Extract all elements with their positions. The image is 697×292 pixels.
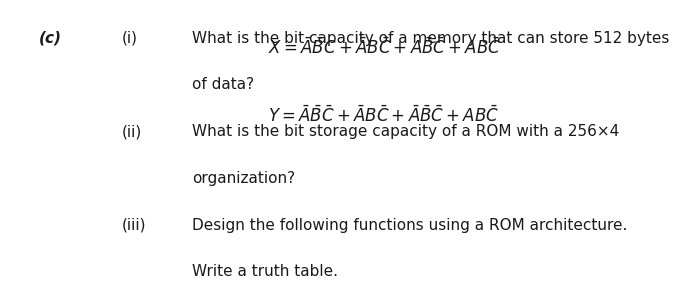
Text: $Y = \bar{A}\bar{B}\bar{C} + \bar{A}B\bar{C} + \bar{A}\bar{B}\bar{C} + AB\bar{C}: $Y = \bar{A}\bar{B}\bar{C} + \bar{A}B\ba…	[268, 105, 500, 126]
Text: (c): (c)	[38, 31, 61, 46]
Text: (ii): (ii)	[122, 124, 142, 139]
Text: Design the following functions using a ROM architecture.: Design the following functions using a R…	[192, 218, 627, 232]
Text: Write a truth table.: Write a truth table.	[192, 264, 337, 279]
Text: What is the bit capacity of a memory that can store 512 bytes: What is the bit capacity of a memory tha…	[192, 31, 669, 46]
Text: organization?: organization?	[192, 171, 295, 186]
Text: of data?: of data?	[192, 77, 254, 92]
Text: (i): (i)	[122, 31, 138, 46]
Text: (iii): (iii)	[122, 218, 146, 232]
Text: What is the bit storage capacity of a ROM with a 256×4: What is the bit storage capacity of a RO…	[192, 124, 619, 139]
Text: $X = \bar{A}\bar{B}C + \bar{A}B\bar{C} + A\bar{B}\bar{C} + AB\bar{C}$: $X = \bar{A}\bar{B}C + \bar{A}B\bar{C} +…	[268, 38, 502, 58]
